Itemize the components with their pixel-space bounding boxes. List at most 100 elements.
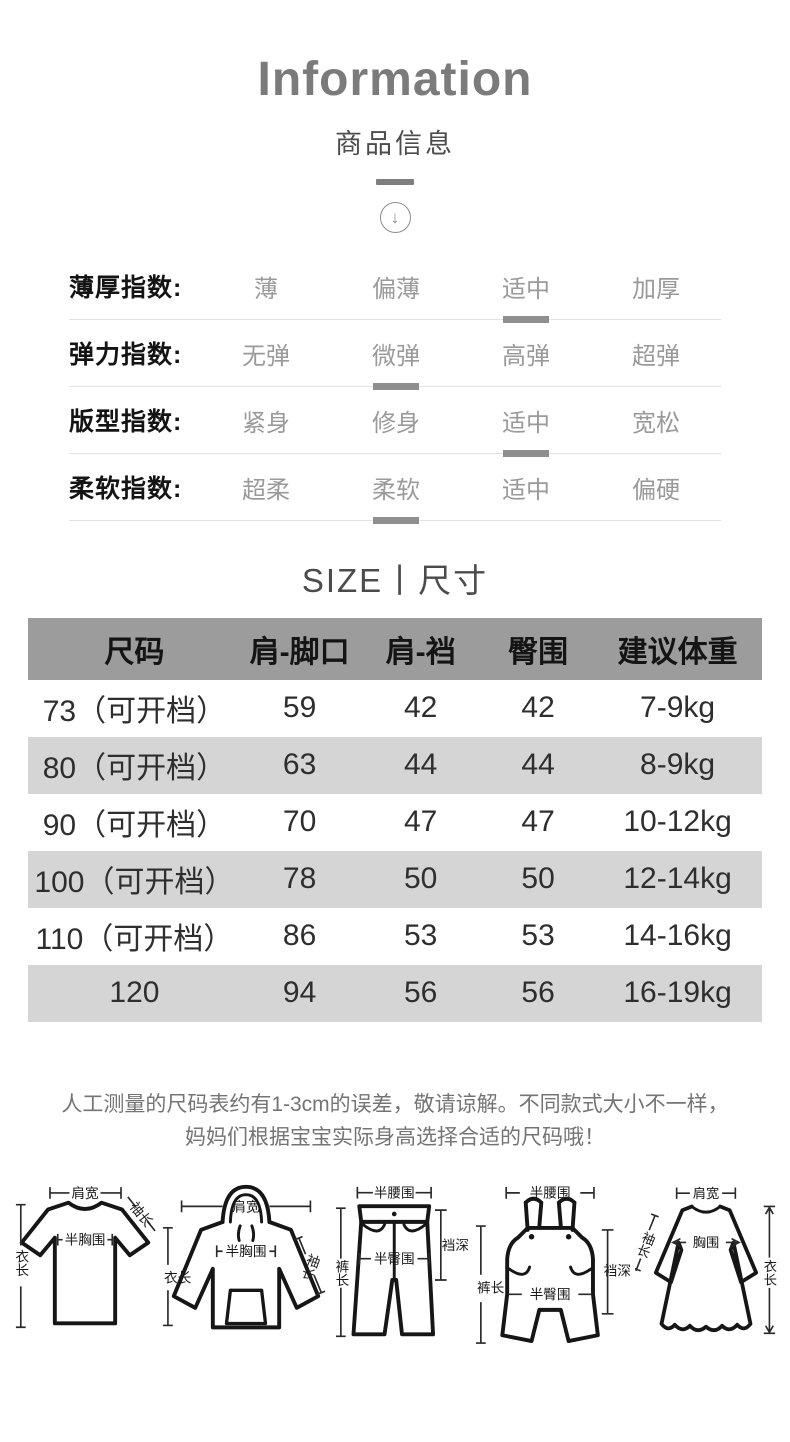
option-label: 微弹 [372, 342, 420, 370]
cell-shoulder-hem: 70 [282, 805, 317, 839]
hoodie-diagram: 肩宽 半胸围 衣长 袖长 [162, 1184, 325, 1330]
note-line-2: 妈妈们根据宝宝实际身高选择合适的尺码哦！ [185, 1126, 605, 1150]
elasticity-index-row: 弹力指数: 无弹 微弹 高弹 超弹 [69, 320, 721, 390]
page-title: Information [257, 53, 533, 106]
cell-hip: 42 [521, 691, 555, 725]
table-row: 110（可开档） 86 53 53 14-16kg [28, 908, 762, 965]
cell-shoulder-hem: 59 [282, 691, 317, 725]
tshirt-diagram: 肩宽 袖长 半胸围 衣长 [13, 1185, 156, 1328]
softness-option-1: 超柔 [242, 476, 290, 504]
softness-index-label: 柔软指数: [69, 475, 183, 503]
thickness-option-2: 偏薄 [372, 275, 420, 303]
tshirt-shoulder-label: 肩宽 [71, 1185, 99, 1201]
cell-shoulder-crotch: 44 [358, 736, 484, 794]
pants-length-label: 裤长 [334, 1259, 349, 1287]
cell-hip: 47 [521, 805, 555, 839]
col-header-shoulder-crotch: 肩-裆 [358, 617, 484, 680]
elasticity-index-label: 弹力指数: [69, 341, 183, 369]
selected-option-marker [373, 383, 419, 390]
option-label: 适中 [502, 275, 550, 303]
cell-size: 80（可开档） [28, 736, 241, 794]
thickness-option-4: 加厚 [632, 275, 680, 303]
table-row: 73（可开档） 59 42 42 7-9kg [28, 680, 762, 737]
page-subtitle: 商品信息 [335, 129, 455, 159]
dress-shoulder-label: 肩宽 [693, 1185, 720, 1201]
dress-outline [653, 1204, 759, 1332]
down-arrow-glyph: ↓ [390, 208, 400, 227]
overalls-hip-label: 半臀围 [529, 1287, 570, 1302]
overalls-rise-label: 裆深 [603, 1264, 630, 1279]
cell-weight: 8-9kg [593, 736, 762, 794]
col-header-size: 尺码 [28, 617, 241, 680]
table-row: 100（可开档） 78 50 50 12-14kg [28, 850, 762, 908]
cell-hip: 50 [483, 850, 594, 908]
table-row: 90（可开档） 70 47 47 10-12kg [28, 794, 762, 851]
hoodie-hood [220, 1184, 271, 1224]
size-table: 尺码 肩-脚口 肩-裆 臀围 建议体重 73（可开档） 59 42 42 7-9… [28, 617, 762, 1022]
cell-hip: 53 [521, 919, 555, 953]
elasticity-option-2-selected: 微弹 [331, 320, 461, 390]
pants-diagram: 半腰围 半臀围 裤长 裆深 [334, 1185, 469, 1337]
col-header-weight: 建议体重 [593, 617, 762, 680]
fit-index-label: 版型指数: [69, 408, 183, 436]
fit-option-1: 紧身 [242, 409, 290, 437]
cell-size: 110（可开档） [35, 923, 234, 957]
thickness-option-1: 薄 [254, 275, 278, 303]
softness-option-3: 适中 [502, 476, 550, 504]
dress-length-label: 衣长 [762, 1259, 777, 1286]
thickness-index-row: 薄厚指数: 薄 偏薄 适中 加厚 [69, 253, 721, 323]
elasticity-option-4: 超弹 [632, 342, 680, 370]
measurement-diagrams: 肩宽 袖长 半胸围 衣长 肩宽 半胸围 衣长 袖长 半腰围 半臀围 裤长 [13, 1181, 777, 1355]
cell-shoulder-hem: 94 [240, 964, 359, 1022]
overalls-waist-label: 半腰围 [529, 1186, 570, 1201]
overalls-diagram: 半腰围 半臀围 裤长 裆深 [475, 1186, 630, 1344]
cell-size: 120 [28, 964, 241, 1022]
cell-shoulder-crotch: 56 [358, 964, 484, 1022]
dress-sleeve-label: 袖长 [635, 1229, 657, 1260]
cell-hip: 56 [483, 964, 594, 1022]
cell-shoulder-crotch: 42 [403, 691, 438, 725]
dress-chest-label: 胸围 [693, 1235, 720, 1250]
hoodie-chest-label: 半胸围 [225, 1244, 266, 1259]
option-label: 柔软 [372, 476, 420, 504]
cell-weight: 12-14kg [593, 850, 762, 908]
measurement-note: 人工测量的尺码表约有1-3cm的误差，敬请谅解。不同款式大小不一样， 妈妈们根据… [0, 1088, 790, 1155]
elasticity-option-3: 高弹 [502, 342, 550, 370]
selected-option-marker [503, 316, 549, 323]
softness-index-row: 柔软指数: 超柔 柔软 适中 偏硬 [69, 454, 721, 524]
pants-rise-label: 裆深 [442, 1238, 469, 1253]
fit-index-row: 版型指数: 紧身 修身 适中 宽松 [69, 387, 721, 457]
size-section-heading: SIZE丨尺寸 [301, 562, 489, 599]
col-header-shoulder-hem: 肩-脚口 [240, 617, 359, 680]
fit-option-3-selected: 适中 [461, 387, 591, 457]
index-section: 薄厚指数: 薄 偏薄 适中 加厚 弹力指数: 无弹 微弹 高弹 超弹 版型指数:… [69, 253, 721, 524]
cell-shoulder-crotch: 50 [358, 850, 484, 908]
col-header-hip: 臀围 [483, 617, 594, 680]
tshirt-outline [19, 1200, 151, 1326]
option-label: 适中 [502, 409, 550, 437]
softness-option-4: 偏硬 [632, 476, 680, 504]
cell-weight: 7-9kg [640, 691, 716, 725]
size-table-header-row: 尺码 肩-脚口 肩-裆 臀围 建议体重 [28, 617, 762, 680]
pants-hip-label: 半臀围 [374, 1251, 415, 1266]
selected-option-marker [373, 517, 419, 524]
cell-size: 100（可开档） [28, 850, 241, 908]
overalls-outline [499, 1225, 600, 1343]
cell-shoulder-hem: 86 [282, 919, 317, 953]
note-line-1: 人工测量的尺码表约有1-3cm的误差，敬请谅解。不同款式大小不一样， [61, 1092, 729, 1116]
selected-option-marker [503, 450, 549, 457]
cell-shoulder-hem: 78 [240, 850, 359, 908]
fit-option-2: 修身 [372, 409, 420, 437]
hoodie-length-label: 衣长 [164, 1270, 192, 1285]
scroll-down-icon: ↓ [379, 202, 411, 233]
cell-hip: 44 [483, 736, 594, 794]
softness-option-2-selected: 柔软 [331, 454, 461, 524]
hoodie-shoulder-label: 肩宽 [232, 1198, 260, 1214]
title-divider [376, 179, 414, 185]
cell-size: 73（可开档） [42, 695, 227, 729]
cell-weight: 16-19kg [593, 964, 762, 1022]
cell-weight: 10-12kg [623, 805, 732, 839]
table-row: 120 94 56 56 16-19kg [28, 964, 762, 1022]
thickness-index-label: 薄厚指数: [69, 274, 183, 302]
cell-shoulder-crotch: 53 [403, 919, 438, 953]
